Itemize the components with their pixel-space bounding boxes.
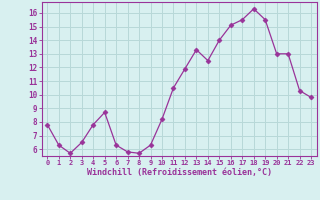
X-axis label: Windchill (Refroidissement éolien,°C): Windchill (Refroidissement éolien,°C) [87, 168, 272, 177]
